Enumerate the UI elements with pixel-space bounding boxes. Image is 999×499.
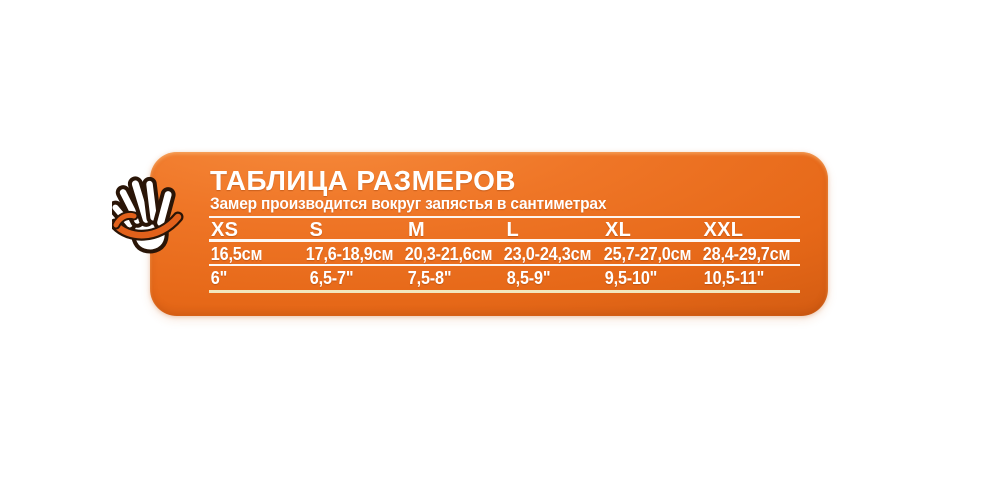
size-cell-inch-xxl: 10,5-11": [703, 268, 764, 288]
size-table: XS S M L XL XXL 16,5см 17,6-18,9см 20,3-…: [209, 216, 800, 293]
size-chart-subtitle: Замер производится вокруг запястья в сан…: [210, 194, 607, 213]
size-column-header-m: M: [408, 219, 425, 241]
size-table-header-row: XS S M L XL XXL: [209, 218, 800, 242]
hand-with-tape-measure-icon: [112, 176, 184, 254]
size-chart-title: ТАБЛИЦА РАЗМЕРОВ: [210, 165, 516, 196]
tape-measure-band: [112, 210, 184, 241]
size-chart-panel: ТАБЛИЦА РАЗМЕРОВ Замер производится вокр…: [112, 152, 828, 316]
size-column-header-xxl: XXL: [703, 219, 744, 241]
panel-content: ТАБЛИЦА РАЗМЕРОВ Замер производится вокр…: [209, 165, 800, 305]
size-cell-inch-s: 6,5-7": [309, 268, 353, 288]
size-column-header-xl: XL: [605, 219, 632, 241]
size-column-header-l: L: [506, 219, 520, 241]
size-cell-inch-xs: 6": [210, 268, 228, 288]
size-column-header-s: S: [309, 219, 324, 241]
size-cell-cm-l: 23,0-24,3см: [504, 244, 592, 264]
size-table-cm-row: 16,5см 17,6-18,9см 20,3-21,6см 23,0-24,3…: [209, 242, 800, 266]
size-column-header-xs: XS: [211, 219, 239, 241]
size-cell-cm-xs: 16,5см: [210, 244, 263, 264]
size-cell-inch-m: 7,5-8": [407, 268, 452, 288]
size-cell-inch-xl: 9,5-10": [604, 268, 658, 288]
size-cell-cm-xxl: 28,4-29,7см: [702, 244, 791, 264]
size-cell-cm-xl: 25,7-27,0см: [603, 244, 691, 264]
size-cell-inch-l: 8,5-9": [506, 268, 550, 288]
size-table-inch-row: 6" 6,5-7" 7,5-8" 8,5-9" 9,5-10" 10,5-11": [209, 266, 800, 290]
size-cell-cm-s: 17,6-18,9см: [305, 244, 394, 264]
size-cell-cm-m: 20,3-21,6см: [405, 244, 493, 264]
